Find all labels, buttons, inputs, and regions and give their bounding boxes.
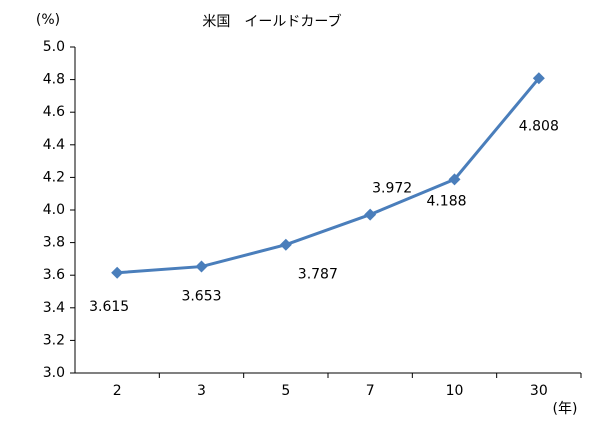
- marker: [279, 238, 292, 251]
- x-tick-label: 3: [197, 383, 206, 399]
- y-tick-label: 4.0: [43, 202, 65, 218]
- y-tick-label: 4.6: [43, 104, 65, 120]
- data-label: 3.787: [298, 267, 338, 283]
- y-tick-label: 3.2: [43, 332, 65, 348]
- y-tick-label: 3.4: [43, 300, 65, 316]
- y-tick-label: 3.6: [43, 267, 65, 283]
- marker: [448, 173, 461, 186]
- marker: [195, 260, 208, 273]
- marker: [364, 208, 377, 221]
- y-tick-label: 4.2: [43, 169, 65, 185]
- line: [117, 77, 540, 275]
- x-tick-label: 30: [530, 383, 548, 399]
- data-label: 4.188: [426, 193, 466, 209]
- y-tick-label: 3.0: [43, 365, 65, 381]
- marker: [532, 72, 545, 85]
- data-label: 3.653: [181, 289, 221, 305]
- y-tick-label: 4.8: [43, 72, 65, 88]
- y-tick-label: 3.8: [43, 235, 65, 251]
- x-tick-label: 10: [446, 383, 464, 399]
- x-axis-label: (年): [553, 401, 578, 417]
- x-tick-label: 5: [281, 383, 290, 399]
- data-label: 3.615: [89, 299, 129, 315]
- y-axis-label: (%): [36, 12, 60, 28]
- y-tick-label: 5.0: [43, 39, 65, 55]
- x-tick-label: 2: [113, 383, 122, 399]
- chart-title: 米国 イールドカーブ: [202, 13, 341, 30]
- x-tick-label: 7: [366, 383, 375, 399]
- data-label: 4.808: [519, 118, 559, 134]
- marker: [111, 266, 124, 279]
- data-label: 3.972: [372, 181, 412, 197]
- y-tick-label: 4.4: [43, 137, 65, 153]
